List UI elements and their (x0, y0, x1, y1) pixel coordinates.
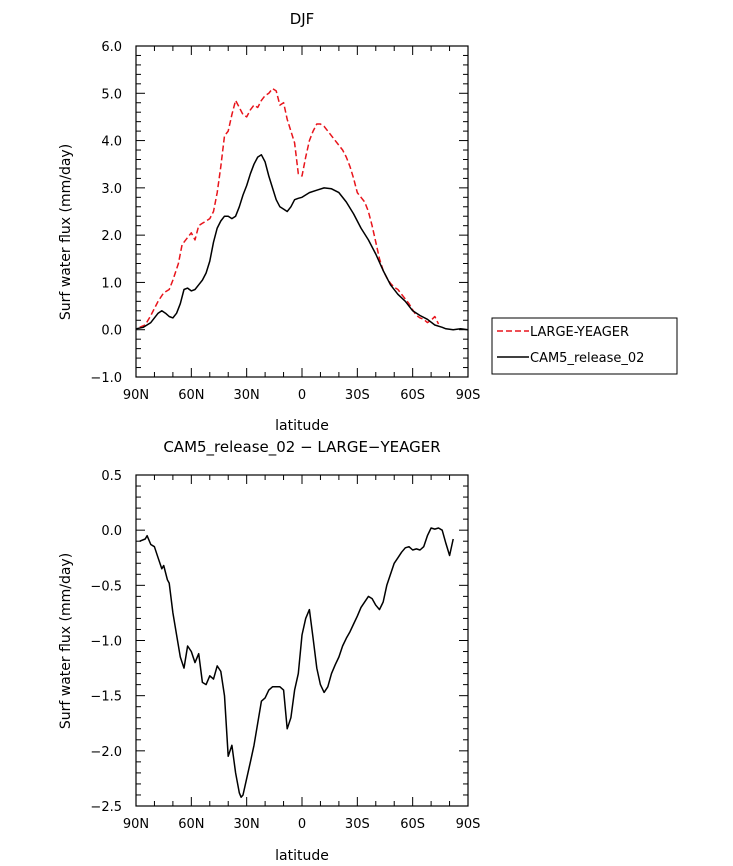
x-axis-label: latitude (275, 848, 329, 864)
x-tick-label: 30N (234, 817, 260, 832)
series-layer (135, 87, 469, 331)
plot-frame (135, 474, 469, 807)
x-axis-label: latitude (275, 418, 329, 434)
legend-entry-large-yeager: LARGE-YEAGER (530, 325, 629, 340)
series-line-cam5-release-02-large-yeager (139, 527, 454, 798)
legend-box (491, 317, 678, 375)
y-tick-label: 0.5 (101, 469, 122, 484)
x-tick-label: 0 (298, 388, 306, 403)
y-tick-label: 6.0 (101, 40, 122, 55)
x-tick-label: 60S (400, 388, 425, 403)
series-line-large-yeager (139, 87, 440, 328)
x-tick-label: 90S (456, 817, 481, 832)
legend-entry-cam5: CAM5_release_02 (530, 351, 644, 366)
y-tick-label: −0.5 (90, 579, 122, 594)
legend: LARGE-YEAGER CAM5_release_02 (491, 317, 678, 375)
y-tick-label: −2.0 (90, 745, 122, 760)
x-tick-label: 30S (345, 388, 370, 403)
y-tick-label: −1.0 (90, 371, 122, 386)
y-tick-label: −1.0 (90, 635, 122, 650)
x-tick-label: 90N (123, 817, 149, 832)
x-tick-label: 90N (123, 388, 149, 403)
series-line-cam5-release-02 (135, 154, 469, 331)
chart-title: DJF (290, 10, 315, 28)
x-tick-label: 30N (234, 388, 260, 403)
plot-frame (135, 45, 469, 378)
series-layer (139, 527, 454, 798)
panel-top-djf: DJF Surf water flux (mm/day) latitude 90… (58, 10, 480, 434)
panel-bottom-difference: CAM5_release_02 − LARGE−YEAGER Surf wate… (58, 438, 480, 864)
y-tick-label: 4.0 (101, 135, 122, 150)
x-tick-label: 30S (345, 817, 370, 832)
y-tick-label: 2.0 (101, 229, 122, 244)
y-tick-label: −2.5 (90, 800, 122, 815)
x-tick-label: 60N (178, 388, 204, 403)
tick-labels: 90N 60N 30N 0 30S 60S 90S 0.5 0.0 −0.5 −1.0 −1.5 −2.… (90, 469, 480, 832)
y-tick-label: −1.5 (90, 690, 122, 705)
y-tick-label: 0.0 (101, 524, 122, 539)
y-axis-label: Surf water flux (mm/day) (58, 553, 74, 729)
y-tick-label: 0.0 (101, 324, 122, 339)
x-tick-label: 60N (178, 817, 204, 832)
chart-title: CAM5_release_02 − LARGE−YEAGER (163, 438, 440, 457)
y-tick-label: 5.0 (101, 87, 122, 102)
y-tick-label: 3.0 (101, 182, 122, 197)
axis-ticks (135, 45, 469, 378)
tick-labels: 90N 60N 30N 0 30S 60S 90S 6.0 5.0 4.0 3.0 2.0 1.0 0.0… (90, 40, 480, 403)
y-axis-label: Surf water flux (mm/day) (58, 144, 74, 320)
y-tick-label: 1.0 (101, 276, 122, 291)
x-tick-label: 90S (456, 388, 481, 403)
x-tick-label: 60S (400, 817, 425, 832)
x-tick-label: 0 (298, 817, 306, 832)
